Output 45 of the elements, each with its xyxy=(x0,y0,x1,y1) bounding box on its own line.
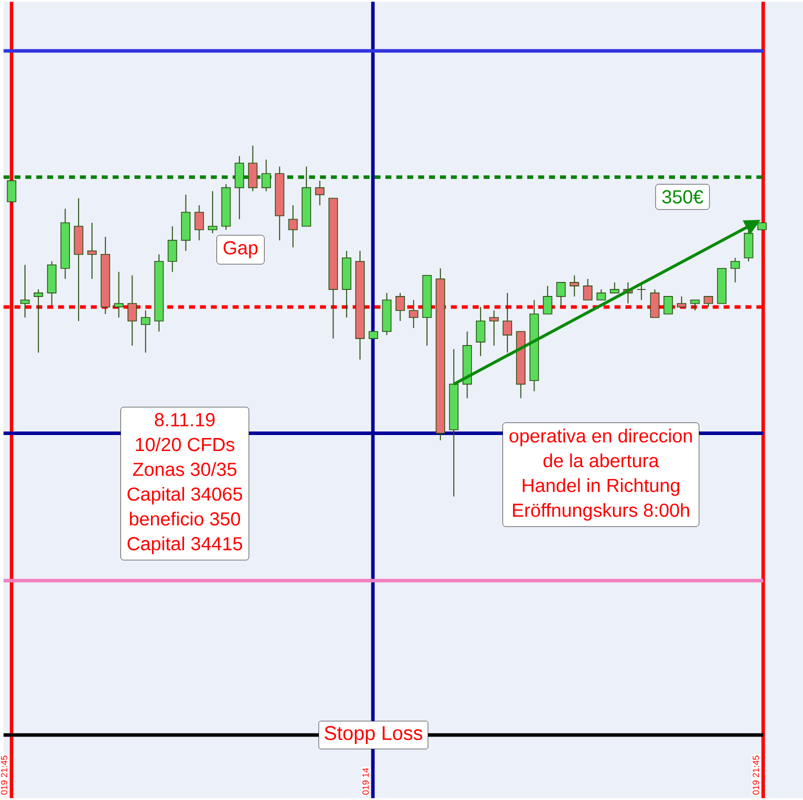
annotation: Capital 34065 xyxy=(128,486,242,505)
annotation: de la abertura xyxy=(544,454,660,468)
annotation: 350€ xyxy=(662,190,704,204)
candlestick xyxy=(676,296,686,308)
candlestick xyxy=(315,180,324,206)
candlestick xyxy=(20,264,30,318)
candlestick xyxy=(542,285,552,315)
candlestick xyxy=(583,278,592,300)
text: 019 21:45 xyxy=(752,756,760,795)
candlestick xyxy=(194,204,204,241)
candlestick xyxy=(262,159,271,192)
annotation: Handel in Richtung xyxy=(522,478,680,496)
candlestick xyxy=(408,300,418,329)
candlestick xyxy=(690,300,700,312)
annotation: Zonas 30/35 xyxy=(132,462,236,476)
candlestick xyxy=(140,310,150,354)
candlestick xyxy=(87,222,97,280)
candlestick xyxy=(556,282,566,308)
ref-line-label: Stopp Loss xyxy=(324,726,422,744)
candlestick xyxy=(502,292,512,354)
candlestick xyxy=(396,292,405,322)
annotation: operativa en direccion xyxy=(510,428,692,446)
candlestick xyxy=(570,274,580,297)
text: 019 14 xyxy=(362,768,369,795)
candlestick xyxy=(476,306,486,357)
text: 019 21:45 xyxy=(0,756,8,795)
candlestick xyxy=(114,271,124,318)
candlestick xyxy=(288,204,298,248)
candlestick xyxy=(168,226,178,272)
annotation: 8.11.19 xyxy=(154,413,215,426)
text: Eröffnungskurs 8:00h xyxy=(513,503,690,521)
candlestick xyxy=(596,288,606,300)
text: Capital 34415 xyxy=(128,536,242,554)
candlestick xyxy=(730,257,740,283)
text: beneficio 350 xyxy=(130,512,240,526)
candlestick xyxy=(128,274,137,346)
candlestick xyxy=(208,190,218,234)
candlestick xyxy=(34,288,44,354)
candlestick xyxy=(489,310,499,346)
candlestick xyxy=(704,296,714,308)
candlestick xyxy=(664,296,673,314)
candlestick xyxy=(610,282,620,294)
annotation: 10/20 CFDs xyxy=(136,437,234,452)
annotation: Gap xyxy=(224,241,258,258)
candlestick xyxy=(6,176,16,206)
